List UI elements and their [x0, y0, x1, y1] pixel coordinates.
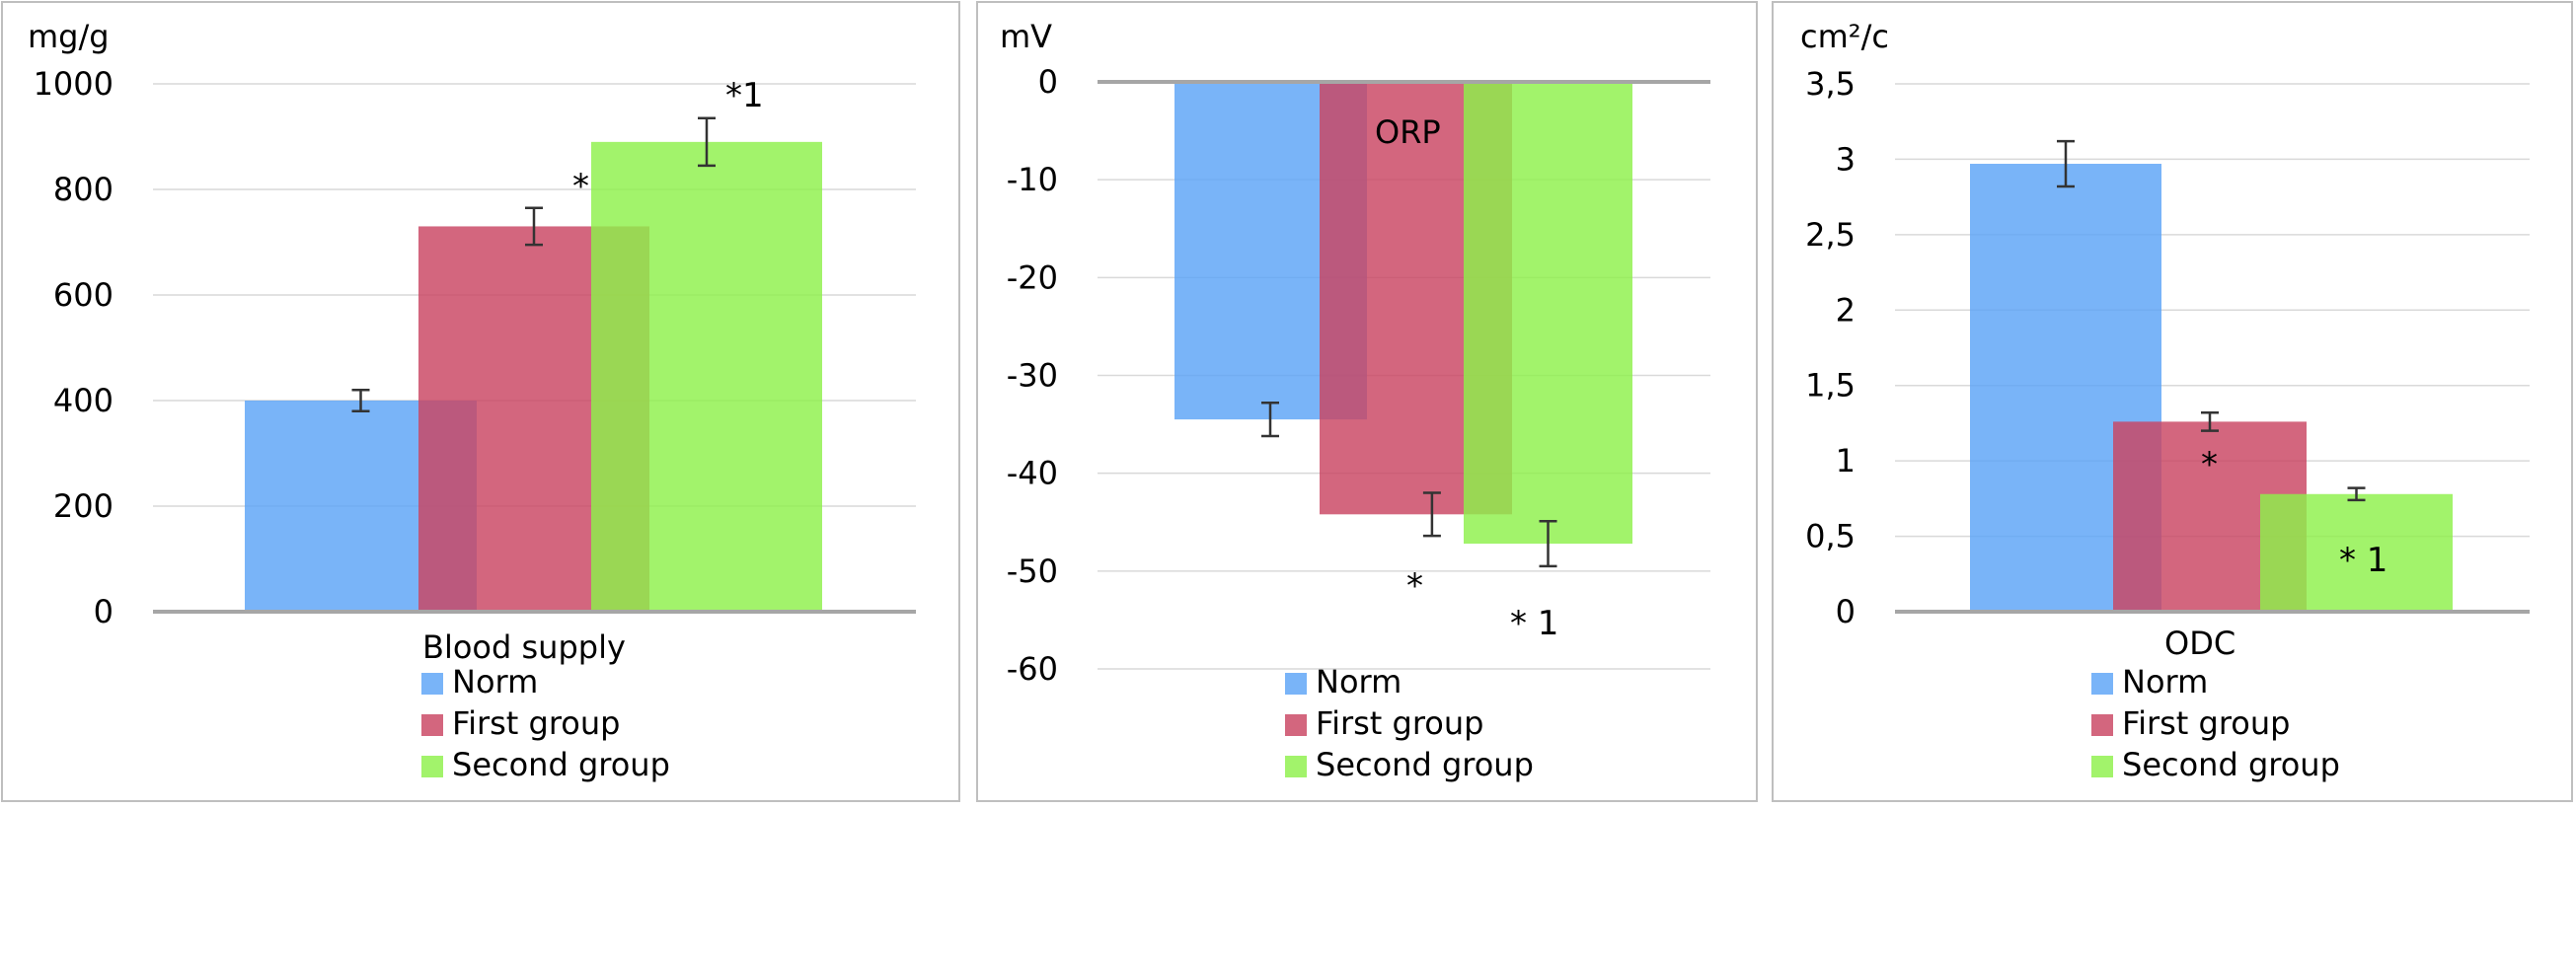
y-tick-label: -40: [1007, 455, 1058, 492]
y-tick-label: 1000: [34, 65, 114, 103]
annotation-layer: * *1: [572, 76, 764, 206]
legend-label: Norm: [2122, 663, 2208, 700]
legend-label: Second group: [1316, 746, 1534, 783]
bar-layer: [1174, 82, 1632, 545]
category-label: Blood supply: [422, 628, 626, 666]
y-tick-label: -50: [1007, 552, 1058, 590]
legend-swatch: [2091, 673, 2113, 695]
y-tick-label: -10: [1007, 161, 1058, 198]
y-tick-label: -60: [1007, 650, 1058, 688]
panel-border: [1772, 1, 2573, 802]
y-unit-label: cm²/c: [1800, 18, 1889, 55]
legend-item-norm: Norm: [1285, 663, 1402, 700]
error-bar-layer: [1261, 402, 1557, 568]
error-bar-first: [1422, 491, 1441, 538]
bar-layer: [1970, 164, 2453, 612]
legend-swatch: [1285, 756, 1307, 777]
legend-swatch: [2091, 714, 2113, 736]
legend: Norm First group Second group: [1285, 663, 1534, 783]
legend-label: Second group: [452, 746, 670, 783]
legend-label: Norm: [452, 663, 538, 700]
y-tick-label: 0,5: [1805, 518, 1856, 555]
significance-marker-second: *1: [725, 76, 764, 115]
y-tick-layer: 0 0,5 1 1,5 2 2,5 3 3,5: [1805, 65, 1856, 630]
chart-panel-orp: mV 0 -10 -20 -30 -40 -50 -60 * * 1 ORP Norm Firs…: [976, 1, 1758, 802]
legend-label: First group: [1316, 704, 1483, 742]
y-unit-label: mg/g: [28, 18, 110, 55]
y-tick-label: 800: [53, 171, 114, 208]
significance-marker-second: * 1: [2339, 541, 2387, 580]
y-tick-label: 400: [53, 382, 114, 419]
legend-item-second: Second group: [2091, 746, 2340, 783]
y-tick-label: 1: [1836, 442, 1856, 479]
y-tick-label: 0: [94, 593, 114, 630]
legend-swatch: [1285, 714, 1307, 736]
y-tick-label: 200: [53, 487, 114, 525]
significance-marker-first: *: [572, 167, 589, 206]
error-bar-layer: [351, 116, 716, 412]
bar-layer: [245, 141, 822, 612]
y-tick-layer: 0 -10 -20 -30 -40 -50 -60: [1007, 63, 1058, 688]
error-bar-norm: [2057, 139, 2075, 188]
error-bar-second: [1539, 520, 1557, 568]
annotation-layer: * * 1: [1406, 566, 1558, 643]
y-tick-label: 3: [1836, 140, 1856, 178]
significance-marker-first: *: [1406, 566, 1423, 606]
legend-item-second: Second group: [1285, 746, 1534, 783]
significance-marker-second: * 1: [1510, 604, 1558, 643]
y-tick-label: -30: [1007, 357, 1058, 395]
legend-label: Norm: [1316, 663, 1402, 700]
error-bar-second: [2347, 486, 2366, 502]
y-tick-label: 600: [53, 276, 114, 314]
y-tick-label: 0: [1038, 63, 1058, 101]
legend-label: First group: [2122, 704, 2290, 742]
category-label: ODC: [2164, 625, 2235, 662]
error-bar-layer: [2057, 139, 2366, 502]
bar-second: [591, 141, 822, 612]
legend-item-first: First group: [1285, 704, 1483, 742]
significance-marker-first: *: [2201, 445, 2218, 484]
annotation-layer: * * 1: [2201, 445, 2387, 580]
error-bar-norm: [351, 389, 370, 412]
legend-swatch: [421, 673, 443, 695]
y-tick-label: 0: [1836, 593, 1856, 630]
chart-panel-odc: cm²/c 0 0,5 1 1,5 2 2,5 3 3,5 * * 1 ODC Norm Firs…: [1772, 1, 2573, 802]
category-label: ORP: [1375, 113, 1441, 151]
y-tick-label: -20: [1007, 258, 1058, 296]
error-bar-second: [698, 116, 716, 168]
legend-item-second: Second group: [421, 746, 670, 783]
legend-item-first: First group: [2091, 704, 2290, 742]
y-tick-label: 3,5: [1805, 65, 1856, 103]
bar-second: [2260, 493, 2453, 612]
legend-swatch: [2091, 756, 2113, 777]
legend-label: First group: [452, 704, 620, 742]
y-tick-label: 2: [1836, 291, 1856, 329]
error-bar-first: [525, 206, 543, 247]
y-tick-label: 1,5: [1805, 367, 1856, 405]
legend-swatch: [421, 714, 443, 736]
bar-second: [1464, 82, 1632, 545]
legend-item-norm: Norm: [421, 663, 538, 700]
legend: Norm First group Second group: [2091, 663, 2340, 783]
legend-item-norm: Norm: [2091, 663, 2208, 700]
legend-swatch: [1285, 673, 1307, 695]
legend-swatch: [421, 756, 443, 777]
y-tick-label: 2,5: [1805, 216, 1856, 254]
error-bar-first: [2201, 410, 2219, 432]
y-tick-layer: 0 200 400 600 800 1000: [34, 65, 114, 630]
y-unit-label: mV: [1000, 18, 1052, 55]
legend: Norm First group Second group: [421, 663, 670, 783]
error-bar-norm: [1261, 402, 1279, 438]
legend-label: Second group: [2122, 746, 2340, 783]
legend-item-first: First group: [421, 704, 620, 742]
